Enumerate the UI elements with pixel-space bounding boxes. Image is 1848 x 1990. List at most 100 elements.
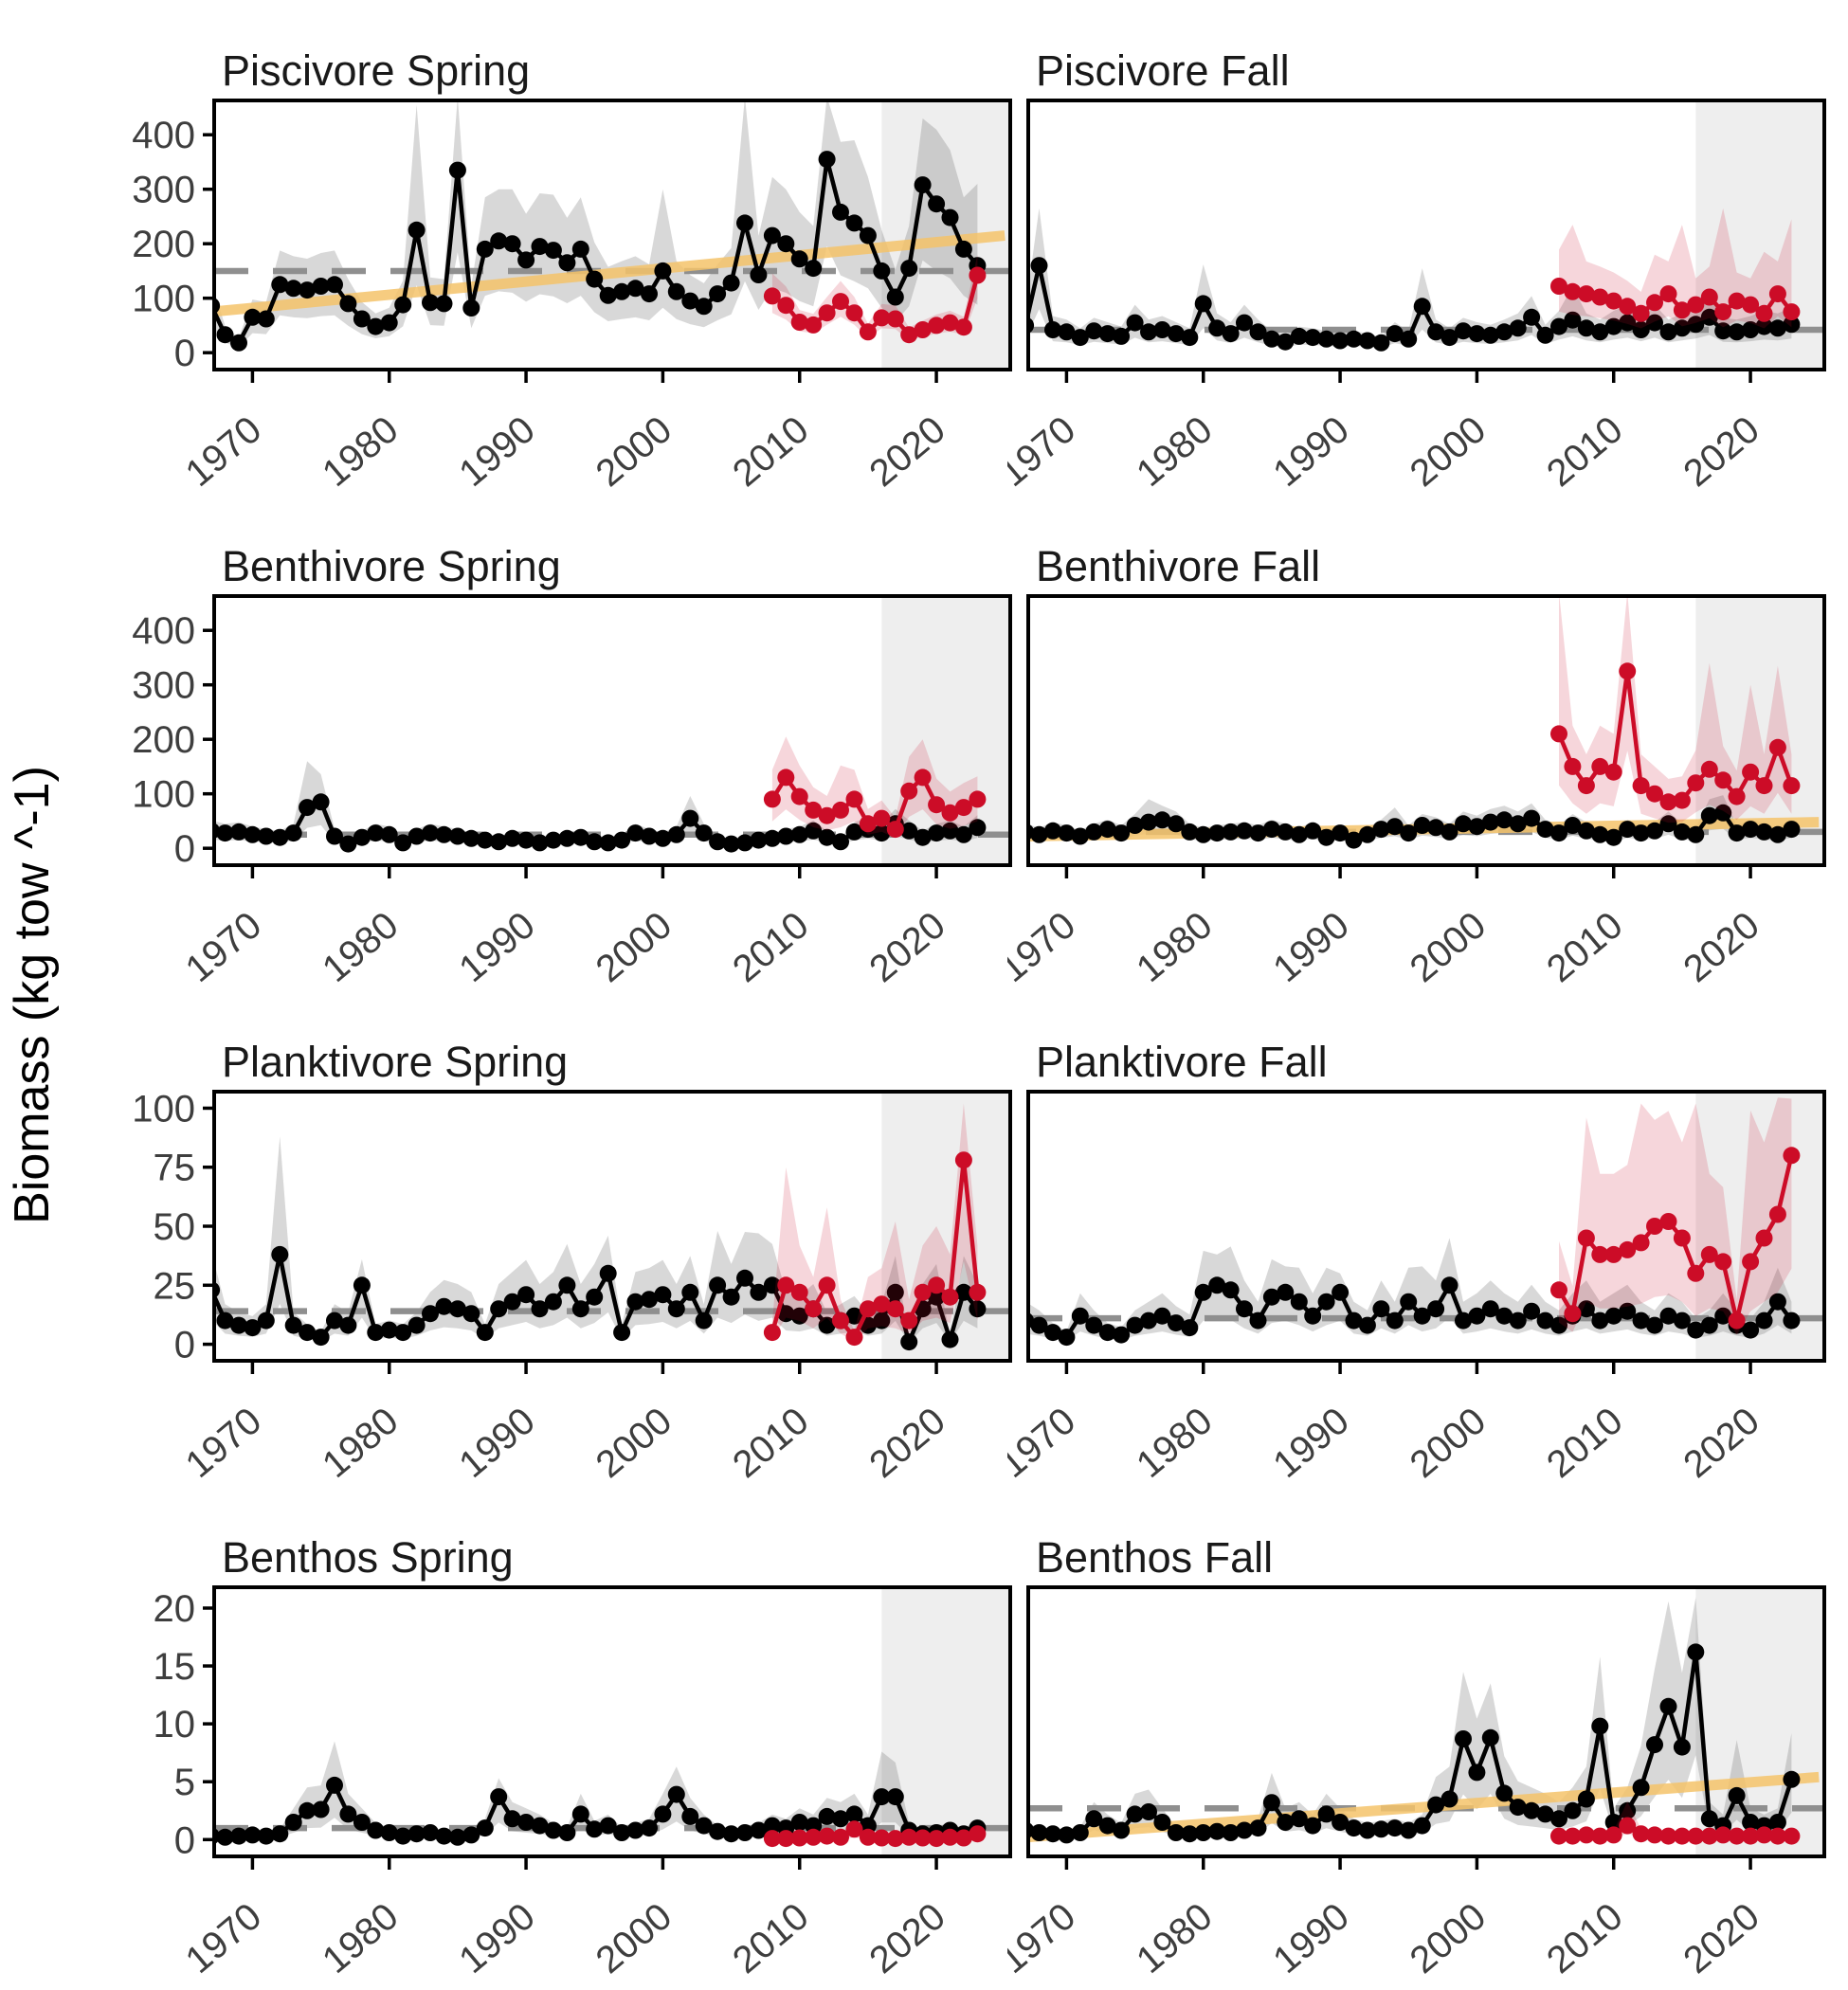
historical-series-point bbox=[1440, 1276, 1458, 1294]
historical-series-point bbox=[1700, 806, 1718, 824]
historical-series-point bbox=[531, 1300, 549, 1318]
panel-benthivore-spring: Benthivore Spring 1970 1980 1990 2000 2010 20… bbox=[114, 539, 1016, 983]
historical-series-point bbox=[558, 1276, 576, 1294]
historical-series-point bbox=[1332, 824, 1350, 842]
historical-series-point bbox=[1646, 1736, 1663, 1754]
historical-series-point bbox=[1413, 298, 1431, 316]
recent-survey-series-point bbox=[1646, 294, 1663, 312]
historical-series-point bbox=[1673, 1738, 1691, 1756]
x-tick-label: 1980 bbox=[315, 1895, 406, 1974]
historical-series-point bbox=[1413, 1817, 1431, 1835]
historical-series-point bbox=[1181, 1825, 1199, 1843]
historical-series-point bbox=[1591, 1717, 1609, 1735]
historical-series-point bbox=[818, 828, 836, 846]
historical-series-point bbox=[1768, 319, 1786, 337]
recent-survey-series-point bbox=[886, 1300, 904, 1318]
recent-survey-series-point bbox=[1687, 296, 1705, 314]
x-tick-label: 1970 bbox=[178, 904, 269, 983]
historical-series-point bbox=[1098, 325, 1116, 343]
historical-series-point bbox=[805, 260, 823, 278]
historical-series-point bbox=[626, 280, 644, 298]
historical-series-point bbox=[339, 295, 357, 313]
historical-series-point bbox=[1577, 822, 1595, 840]
historical-series-point bbox=[1550, 1316, 1567, 1334]
historical-series-point bbox=[422, 824, 439, 842]
historical-series-point bbox=[1591, 1312, 1609, 1330]
historical-series-point bbox=[1249, 1819, 1267, 1837]
historical-series-point bbox=[586, 833, 604, 851]
recent-survey-series-point bbox=[1783, 1827, 1801, 1845]
y-tick-label: 300 bbox=[132, 170, 195, 211]
historical-series-point bbox=[312, 1329, 330, 1347]
historical-series-point bbox=[1632, 321, 1650, 338]
historical-series-point bbox=[1536, 326, 1554, 344]
historical-series-point bbox=[914, 828, 932, 846]
recent-survey-series-point bbox=[928, 1276, 946, 1294]
historical-series-point bbox=[586, 270, 604, 288]
historical-series-point bbox=[1632, 1779, 1650, 1797]
historical-series-point bbox=[1085, 1316, 1103, 1334]
x-tick-label: 1980 bbox=[1129, 904, 1220, 983]
historical-series-point bbox=[954, 240, 972, 258]
recent-survey-series-point bbox=[1550, 725, 1567, 743]
historical-series-point bbox=[941, 208, 959, 226]
historical-series-point bbox=[777, 827, 795, 845]
historical-series-point bbox=[571, 1805, 589, 1823]
historical-series-point bbox=[490, 1300, 508, 1318]
panel-title: Piscivore Spring bbox=[222, 46, 531, 95]
x-tick-label: 2010 bbox=[1539, 408, 1630, 487]
x-tick-label: 2020 bbox=[1676, 408, 1766, 487]
x-tick-label: 1970 bbox=[178, 1400, 269, 1478]
historical-series-point bbox=[1413, 1307, 1431, 1325]
historical-series-point bbox=[1468, 325, 1486, 343]
historical-series-point bbox=[531, 1817, 549, 1835]
historical-series-point bbox=[1277, 1814, 1295, 1831]
recent-survey-series bbox=[763, 1151, 987, 1347]
x-tick-label: 2020 bbox=[1676, 904, 1766, 983]
historical-series-point bbox=[571, 1300, 589, 1318]
historical-series-point bbox=[599, 286, 617, 304]
historical-series-point bbox=[1783, 316, 1801, 334]
recent-survey-series-point bbox=[1646, 785, 1663, 803]
historical-series-point bbox=[1768, 825, 1786, 843]
historical-series-point bbox=[1236, 1821, 1253, 1839]
historical-series-point bbox=[626, 824, 644, 842]
historical-series-point bbox=[1768, 1814, 1786, 1831]
historical-series-point bbox=[695, 1312, 713, 1330]
recent-survey-series-point bbox=[1728, 1827, 1746, 1845]
recent-survey-series-point bbox=[900, 1312, 918, 1330]
historical-series-point bbox=[1126, 1805, 1144, 1823]
historical-series-point bbox=[1208, 1822, 1226, 1840]
recent-survey-series-point bbox=[1714, 303, 1732, 321]
recent-survey-series-point bbox=[1714, 1253, 1732, 1271]
historical-series-point bbox=[805, 822, 823, 840]
historical-series-point bbox=[928, 824, 946, 842]
recent-survey-series-point bbox=[1659, 1213, 1677, 1230]
recent-survey-series-point bbox=[818, 1276, 836, 1294]
historical-series-point bbox=[654, 1805, 672, 1823]
historical-series-point bbox=[1222, 823, 1240, 841]
panel-title: Benthos Spring bbox=[222, 1533, 514, 1582]
historical-series-point bbox=[1194, 1824, 1212, 1841]
x-tick-label: 2000 bbox=[1403, 904, 1494, 983]
historical-series-point bbox=[1495, 1307, 1513, 1325]
x-tick-label: 2020 bbox=[1676, 1895, 1766, 1974]
historical-series-point bbox=[1249, 323, 1267, 341]
historical-series-point bbox=[722, 835, 740, 853]
historical-series-point bbox=[1290, 1293, 1308, 1311]
historical-series-point bbox=[462, 1305, 480, 1323]
historical-series-point bbox=[1619, 821, 1637, 839]
historical-series-point bbox=[1071, 1307, 1089, 1325]
historical-series-point bbox=[914, 176, 932, 194]
historical-series-point bbox=[326, 1776, 343, 1794]
historical-series-point bbox=[1523, 308, 1541, 326]
historical-series-point bbox=[1468, 1764, 1486, 1782]
historical-series-point bbox=[1646, 1316, 1663, 1334]
historical-series-point bbox=[1755, 823, 1773, 841]
panel-title: Piscivore Fall bbox=[1036, 46, 1290, 95]
historical-series-point bbox=[367, 1324, 385, 1342]
historical-series-point bbox=[1386, 818, 1404, 836]
x-tick-label: 2010 bbox=[725, 1895, 816, 1974]
recent-survey-series-point bbox=[954, 799, 972, 817]
historical-series-point bbox=[244, 308, 262, 326]
